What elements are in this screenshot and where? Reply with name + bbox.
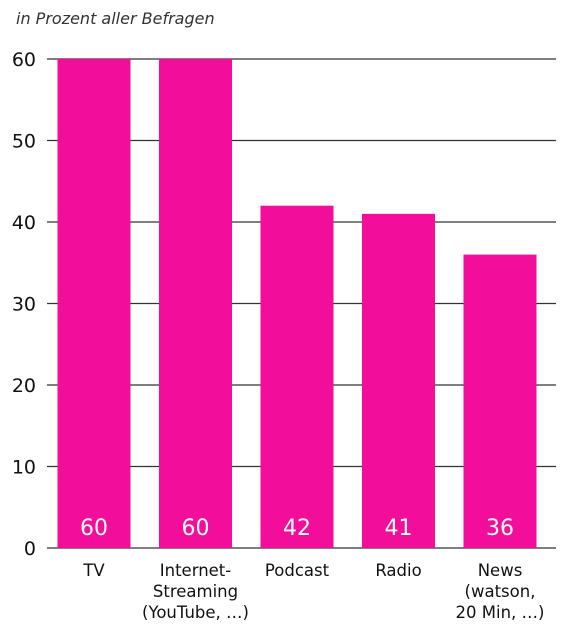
x-tick-label: Radio [375, 561, 421, 580]
data-label: 42 [283, 516, 311, 541]
y-tick-label: 30 [12, 294, 36, 316]
bar [362, 213, 435, 548]
bar [463, 254, 537, 548]
data-label: 60 [182, 516, 210, 541]
y-tick-label: 0 [24, 538, 36, 560]
y-axis: 0 10 20 30 40 50 60 [12, 49, 36, 560]
y-tick-label: 50 [12, 131, 36, 153]
y-tick-label: 10 [12, 457, 36, 479]
y-tick-label: 20 [12, 375, 36, 397]
data-label: 36 [486, 516, 514, 541]
y-tick-label: 40 [12, 212, 36, 234]
x-tick-label: Internet-Streaming (YouTube, …) [142, 561, 249, 622]
bar [57, 59, 131, 548]
x-axis: TV Internet-Streaming (YouTube, …) Podcast R… [82, 561, 544, 622]
bars [57, 59, 537, 548]
x-tick-label: TV [82, 561, 105, 580]
x-tick-label: News (watson, 20 Min, …) [456, 561, 545, 622]
bar [260, 205, 334, 548]
y-tick-label: 60 [12, 49, 36, 71]
data-label: 41 [385, 516, 413, 541]
chart-subtitle: in Prozent aller Befragen [16, 9, 215, 28]
data-labels: 60 60 42 41 36 [80, 516, 514, 541]
data-label: 60 [80, 516, 108, 541]
x-tick-label: Podcast [265, 561, 330, 580]
bar [159, 59, 232, 548]
